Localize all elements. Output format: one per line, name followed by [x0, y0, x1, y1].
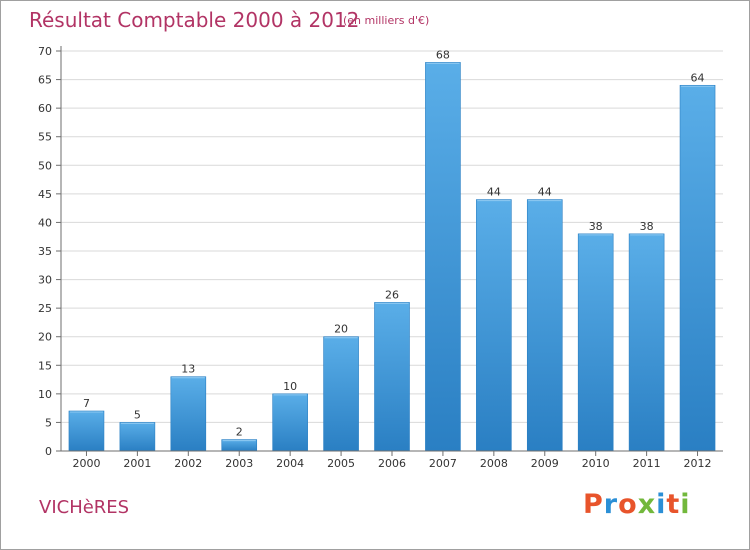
bar	[577, 233, 614, 452]
bar	[221, 439, 258, 452]
x-tick-label: 2001	[123, 457, 151, 470]
bar-value-label: 68	[436, 48, 450, 61]
bar-value-label: 44	[538, 186, 552, 199]
bar	[119, 422, 156, 452]
bar	[272, 393, 308, 452]
logo-letter: P	[583, 489, 604, 520]
y-tick-label: 40	[38, 216, 52, 229]
bar	[374, 302, 410, 452]
y-tick-label: 10	[38, 388, 52, 401]
axes	[56, 46, 723, 456]
bar-value-label: 7	[83, 397, 90, 410]
logo-letter: i	[680, 489, 691, 520]
bar	[679, 84, 716, 452]
logo-letter: x	[637, 489, 657, 520]
bar	[170, 376, 207, 452]
bar-value-label: 26	[385, 288, 399, 301]
chart-subtitle: (en milliers d'€)	[343, 14, 430, 27]
x-tick-label: 2012	[684, 457, 712, 470]
x-tick-label: 2000	[72, 457, 100, 470]
bar-value-label: 2	[236, 426, 243, 439]
chart-title: Résultat Comptable 2000 à 2012	[29, 8, 360, 32]
logo-letter: i	[656, 489, 667, 520]
y-tick-label: 25	[38, 302, 52, 315]
bar-value-label: 38	[589, 220, 603, 233]
logo-letter: t	[666, 489, 681, 520]
y-tick-label: 30	[38, 274, 52, 287]
bar-value-label: 38	[640, 220, 654, 233]
bar-value-label: 64	[691, 71, 705, 84]
x-tick-label: 2002	[174, 457, 202, 470]
bar	[628, 233, 665, 452]
y-tick-label: 0	[45, 445, 52, 458]
x-tick-label: 2010	[582, 457, 610, 470]
y-tick-label: 55	[38, 131, 52, 144]
y-tick-label: 5	[45, 416, 52, 429]
x-tick-label: 2009	[531, 457, 559, 470]
bar	[323, 336, 359, 452]
bar-value-label: 5	[134, 408, 141, 421]
x-tick-label: 2005	[327, 457, 355, 470]
bar	[526, 199, 563, 452]
labels: 0 5 10 15 20 25 30 35 40 45 50 55 60 65 70 7 2000 5 2001 13…	[38, 45, 712, 470]
x-tick-label: 2006	[378, 457, 406, 470]
proxiti-logo: Proxiti	[583, 489, 691, 520]
bar-value-label: 10	[283, 380, 297, 393]
place-name: VICHèRES	[39, 497, 130, 518]
bar-value-label: 44	[487, 186, 501, 199]
x-tick-label: 2004	[276, 457, 304, 470]
logo-letter: o	[618, 489, 638, 520]
x-tick-label: 2008	[480, 457, 508, 470]
y-tick-label: 50	[38, 159, 52, 172]
bar	[68, 410, 105, 452]
bar-value-label: 20	[334, 323, 348, 336]
bar	[476, 199, 512, 452]
y-tick-label: 45	[38, 188, 52, 201]
logo-letter: r	[603, 489, 619, 520]
x-tick-label: 2011	[633, 457, 661, 470]
y-tick-label: 15	[38, 359, 52, 372]
y-tick-label: 65	[38, 74, 52, 87]
y-tick-label: 70	[38, 45, 52, 58]
x-tick-label: 2007	[429, 457, 457, 470]
y-tick-label: 60	[38, 102, 52, 115]
bar-value-label: 13	[181, 363, 195, 376]
bars	[68, 62, 716, 452]
y-tick-label: 20	[38, 331, 52, 344]
x-tick-label: 2003	[225, 457, 253, 470]
bar	[425, 62, 461, 452]
y-tick-label: 35	[38, 245, 52, 258]
